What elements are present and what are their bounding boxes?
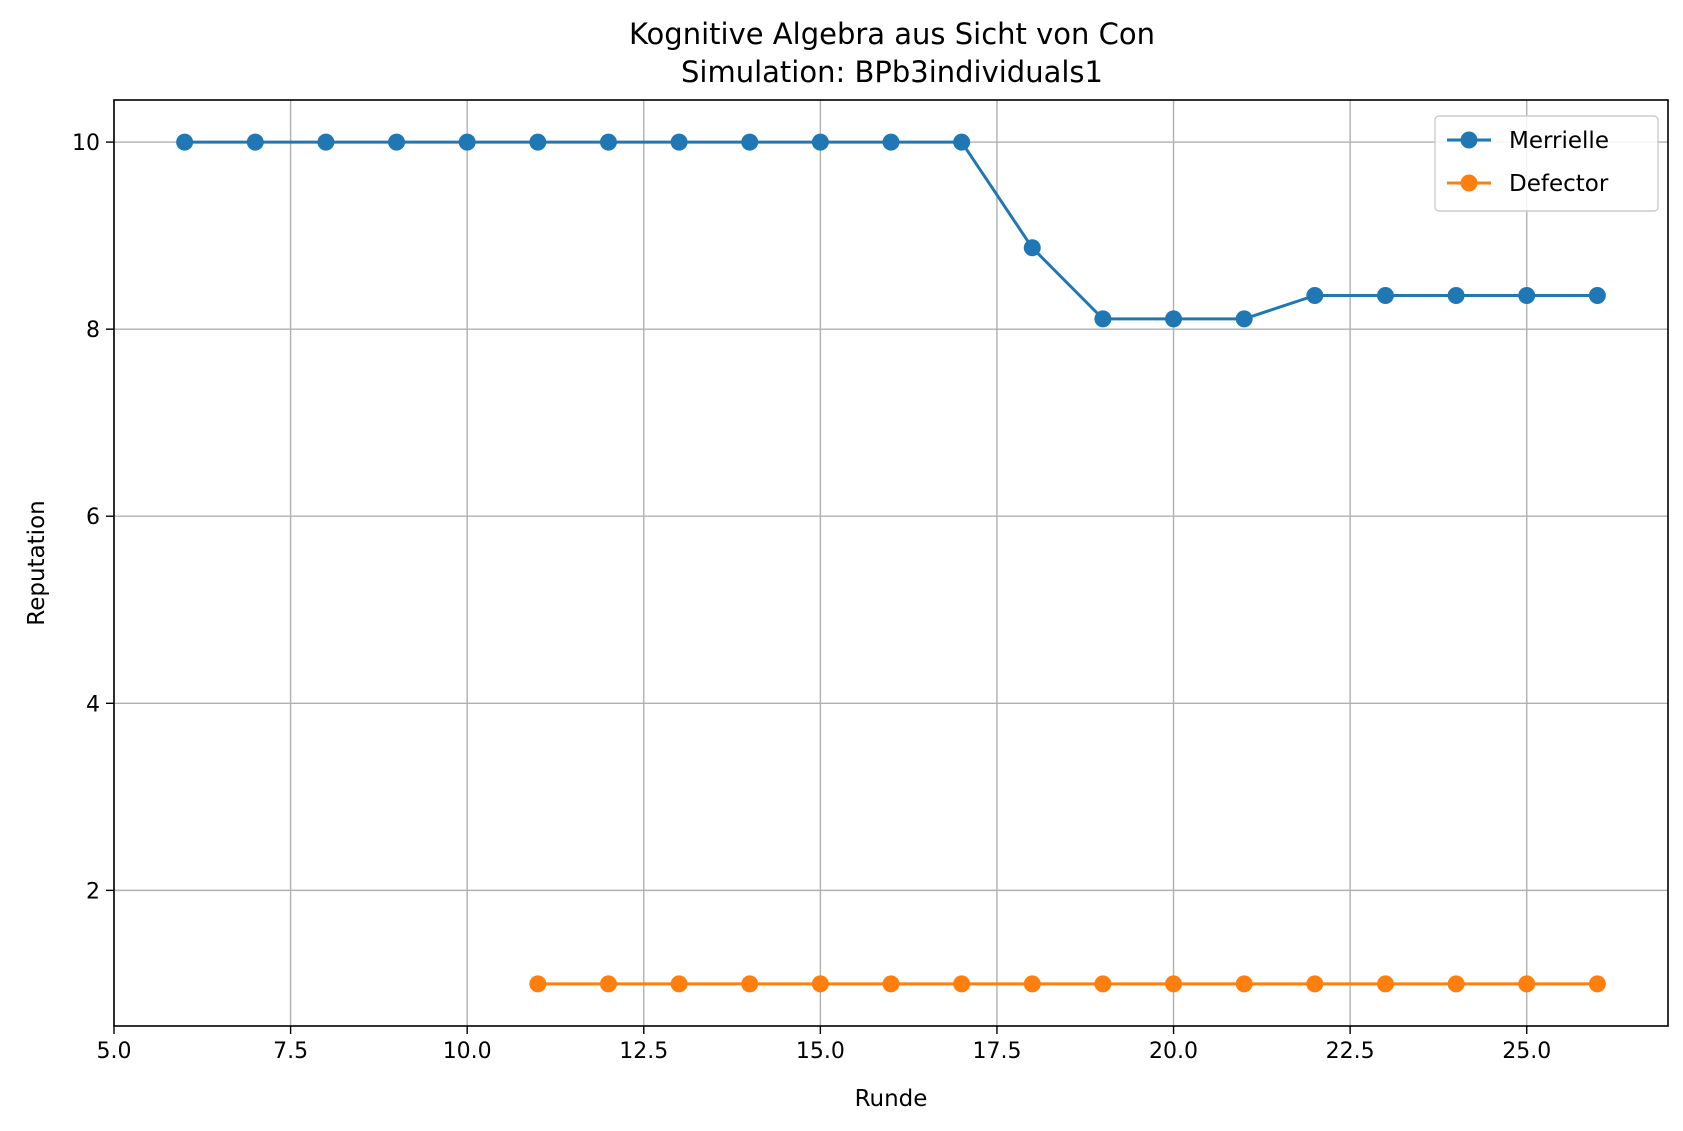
data-point-merrielle bbox=[953, 133, 971, 151]
data-point-merrielle bbox=[529, 133, 547, 151]
y-tick-label: 10 bbox=[72, 131, 100, 156]
data-point-defector bbox=[882, 975, 900, 993]
legend-label-merrielle: Merrielle bbox=[1509, 128, 1609, 154]
x-axis-label: Runde bbox=[855, 1086, 928, 1112]
legend: Merrielle Defector bbox=[1434, 115, 1659, 212]
data-point-defector bbox=[741, 975, 759, 993]
data-point-merrielle bbox=[1094, 310, 1112, 328]
x-tick-label: 20.0 bbox=[1149, 1039, 1198, 1064]
data-point-merrielle bbox=[176, 133, 194, 151]
data-point-defector bbox=[1588, 975, 1606, 993]
data-point-merrielle bbox=[670, 133, 688, 151]
data-point-merrielle bbox=[1023, 239, 1041, 257]
data-point-merrielle bbox=[882, 133, 900, 151]
x-tick-label: 5.0 bbox=[97, 1039, 132, 1064]
data-point-merrielle bbox=[599, 133, 617, 151]
data-point-defector bbox=[811, 975, 829, 993]
data-point-merrielle bbox=[1518, 286, 1536, 304]
y-tick-label: 2 bbox=[86, 879, 100, 904]
axis-ticks: 5.0 7.5 10.0 12.5 15.0 17.5 20.0 22.5 25.0 2 4 6 8 10 bbox=[72, 131, 1551, 1064]
data-point-defector bbox=[1306, 975, 1324, 993]
data-point-defector bbox=[1518, 975, 1536, 993]
data-point-merrielle bbox=[741, 133, 759, 151]
data-point-defector bbox=[670, 975, 688, 993]
data-point-defector bbox=[599, 975, 617, 993]
x-tick-label: 17.5 bbox=[972, 1039, 1021, 1064]
y-tick-label: 8 bbox=[86, 318, 100, 343]
x-tick-label: 10.0 bbox=[443, 1039, 492, 1064]
data-point-merrielle bbox=[246, 133, 264, 151]
series-merrielle bbox=[176, 133, 1606, 328]
x-tick-label: 7.5 bbox=[273, 1039, 308, 1064]
plot-frame bbox=[113, 99, 1669, 1027]
series-group bbox=[176, 133, 1606, 993]
data-point-merrielle bbox=[1165, 310, 1183, 328]
data-point-defector bbox=[953, 975, 971, 993]
data-point-defector bbox=[1023, 975, 1041, 993]
x-tick-label: 25.0 bbox=[1502, 1039, 1551, 1064]
data-point-merrielle bbox=[458, 133, 476, 151]
data-point-merrielle bbox=[1306, 286, 1324, 304]
data-point-merrielle bbox=[1447, 286, 1465, 304]
legend-marker-defector bbox=[1460, 174, 1478, 192]
chart-title: Kognitive Algebra aus Sicht von Con bbox=[629, 17, 1155, 51]
legend-marker-merrielle bbox=[1460, 131, 1478, 149]
data-point-merrielle bbox=[388, 133, 406, 151]
data-point-defector bbox=[1094, 975, 1112, 993]
series-defector bbox=[529, 975, 1606, 993]
data-point-defector bbox=[1235, 975, 1253, 993]
data-point-defector bbox=[1165, 975, 1183, 993]
x-tick-label: 12.5 bbox=[619, 1039, 668, 1064]
data-point-defector bbox=[1376, 975, 1394, 993]
x-tick-label: 15.0 bbox=[796, 1039, 845, 1064]
data-point-merrielle bbox=[1235, 310, 1253, 328]
data-point-merrielle bbox=[1588, 286, 1606, 304]
data-point-merrielle bbox=[1376, 286, 1394, 304]
data-point-defector bbox=[1447, 975, 1465, 993]
chart-subtitle: Simulation: BPb3individuals1 bbox=[681, 55, 1103, 89]
y-tick-label: 6 bbox=[86, 505, 100, 530]
data-point-merrielle bbox=[811, 133, 829, 151]
data-point-defector bbox=[529, 975, 547, 993]
x-tick-label: 22.5 bbox=[1326, 1039, 1375, 1064]
y-axis-label: Reputation bbox=[24, 500, 50, 625]
data-point-merrielle bbox=[317, 133, 335, 151]
legend-label-defector: Defector bbox=[1509, 171, 1609, 197]
y-tick-label: 4 bbox=[86, 692, 100, 717]
